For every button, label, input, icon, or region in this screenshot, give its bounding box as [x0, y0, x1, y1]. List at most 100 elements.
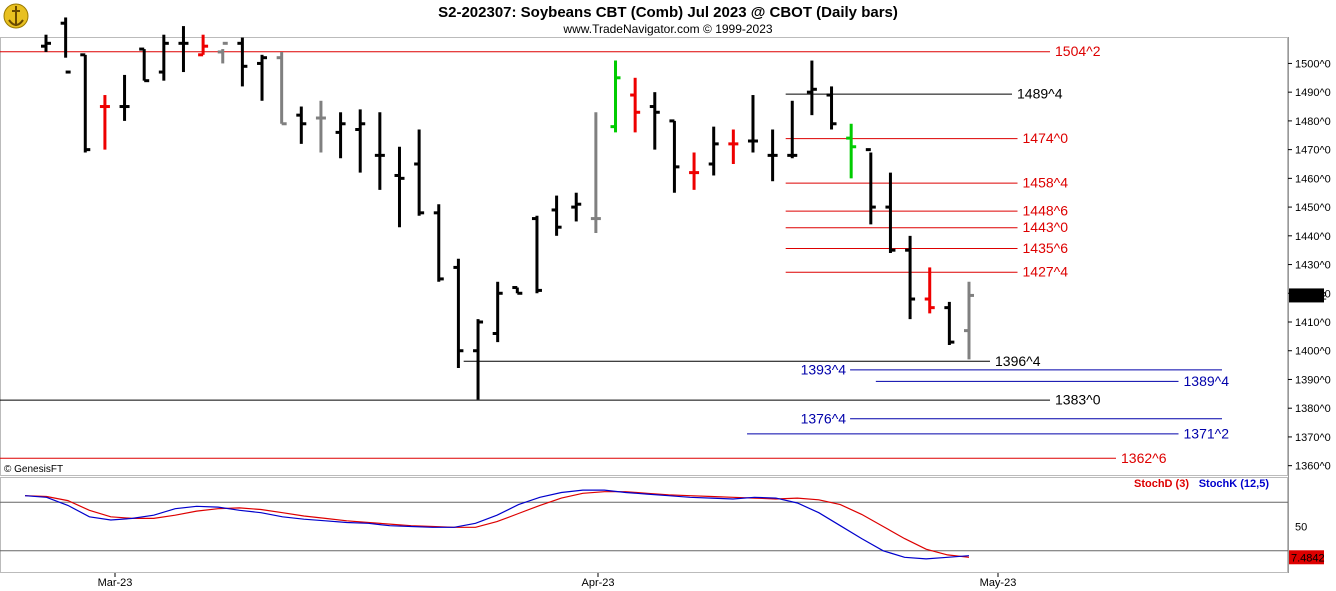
ohlc-bar [80, 53, 91, 153]
ohlc-bar [551, 195, 562, 236]
ohlc-bar [826, 86, 837, 130]
ohlc-bar [139, 47, 150, 83]
x-tick-label: Mar-23 [98, 577, 133, 589]
x-tick-label: Apr-23 [581, 577, 614, 589]
last-stoch-label: 7.4842 [1291, 552, 1325, 564]
ohlc-bar [512, 286, 523, 295]
price-tick-label: 1380^0 [1295, 403, 1331, 415]
level-label-1376-4: 1376^4 [801, 410, 847, 426]
legend-stochd: StochD (3) [1134, 478, 1189, 490]
stoch-series-k [24, 489, 970, 560]
ohlc-bar [492, 281, 503, 343]
last-price-box [1289, 288, 1324, 303]
x-axis: Mar-23 Apr-23 May-23 [98, 573, 1017, 589]
price-tick-label: 1500^0 [1295, 58, 1331, 70]
ohlc-bar [119, 74, 130, 121]
price-axis: 1500^0 1490^0 1480^0 1470^0 1460^0 1450^0 1440… [1288, 58, 1331, 473]
level-label-1448-6: 1448^6 [1023, 203, 1069, 219]
ohlc-bar [355, 109, 366, 173]
ohlc-bar [669, 119, 680, 193]
ohlc-bar [276, 51, 287, 126]
ohlc-bar [708, 126, 719, 176]
level-label-1383-0: 1383^0 [1055, 392, 1101, 408]
stoch-tick-label: 50 [1295, 522, 1307, 534]
ohlc-bar [610, 60, 621, 133]
ohlc-bar [414, 129, 425, 216]
price-axis-strip [1288, 37, 1336, 573]
ohlc-bar [453, 258, 464, 368]
level-label-1458-4: 1458^4 [1023, 175, 1069, 191]
ohlc-bar [590, 112, 601, 233]
chart-title: S2-202307: Soybeans CBT (Comb) Jul 2023 … [438, 4, 898, 21]
ohlc-bar [806, 60, 817, 116]
ohlc-bar [217, 41, 228, 64]
ohlc-bar [767, 129, 778, 182]
stoch-series-d [24, 491, 970, 558]
ohlc-bar [178, 26, 189, 73]
ohlc-bar [374, 112, 385, 190]
price-tick-label: 1480^0 [1295, 116, 1331, 128]
level-label-1474-0: 1474^0 [1023, 130, 1069, 146]
price-panel [0, 37, 1288, 476]
ohlc-bar [905, 235, 916, 320]
price-tick-label: 1490^0 [1295, 87, 1331, 99]
level-label-1435-6: 1435^6 [1023, 240, 1069, 256]
last-stoch-box [1289, 550, 1324, 565]
level-label-1504-2: 1504^2 [1055, 43, 1101, 59]
ohlc-bar [728, 129, 739, 164]
ohlc-bar [60, 17, 71, 74]
ohlc-bar [296, 106, 307, 144]
ohlc-bar [689, 152, 700, 190]
ohlc-bar [846, 123, 857, 179]
ohlc-bar [99, 95, 110, 150]
price-bars [41, 17, 974, 400]
price-tick-label: 1410^0 [1295, 317, 1331, 329]
level-label-1427-4: 1427^4 [1023, 264, 1069, 280]
ohlc-bar [315, 100, 326, 153]
level-label-1362-6: 1362^6 [1121, 450, 1167, 466]
ohlc-bar [531, 215, 542, 294]
price-tick-label: 1460^0 [1295, 173, 1331, 185]
ohlc-bar [473, 319, 484, 400]
ohlc-bar [964, 281, 974, 360]
price-tick-label: 1430^0 [1295, 260, 1331, 272]
level-label-1396-4: 1396^4 [995, 353, 1041, 369]
ohlc-bar [787, 100, 798, 159]
ohlc-bar [335, 112, 346, 159]
level-label-1443-0: 1443^0 [1023, 219, 1069, 235]
ohlc-bar [924, 267, 935, 314]
copyright-label: © GenesisFT [4, 464, 63, 475]
price-tick-label: 1450^0 [1295, 202, 1331, 214]
ohlc-bar [885, 172, 896, 254]
stochastic-lines: 50 7.4842 [0, 489, 1325, 565]
ohlc-bar [944, 301, 955, 345]
ohlc-bar [747, 95, 758, 153]
level-label-1389-4: 1389^4 [1184, 373, 1230, 389]
level-label-1371-2: 1371^2 [1184, 425, 1230, 441]
ohlc-bar [433, 204, 444, 282]
ohlc-bar [198, 34, 209, 57]
ohlc-bar [237, 37, 248, 87]
ohlc-bar [41, 34, 51, 52]
legend-stochk: StochK (12,5) [1199, 478, 1270, 490]
price-tick-label: 1400^0 [1295, 346, 1331, 358]
x-tick-label: May-23 [980, 577, 1017, 589]
last-price-label: 1419^2 [1291, 290, 1327, 302]
ohlc-bar [158, 34, 169, 81]
ohlc-bar [630, 77, 641, 133]
ohlc-bar [865, 148, 876, 225]
price-tick-label: 1390^0 [1295, 374, 1331, 386]
chart-subtitle: www.TradeNavigator.com © 1999-2023 [562, 22, 772, 36]
price-tick-label: 1370^0 [1295, 432, 1331, 444]
ohlc-bar [394, 146, 405, 228]
ohlc-bar [257, 54, 268, 101]
stochastic-panel [0, 477, 1288, 573]
logo-icon [3, 3, 29, 29]
level-label-1489-4: 1489^4 [1017, 86, 1063, 102]
ohlc-bar [571, 192, 582, 222]
price-tick-label: 1440^0 [1295, 231, 1331, 243]
ohlc-bar [649, 92, 660, 150]
level-label-1393-4: 1393^4 [801, 361, 847, 377]
